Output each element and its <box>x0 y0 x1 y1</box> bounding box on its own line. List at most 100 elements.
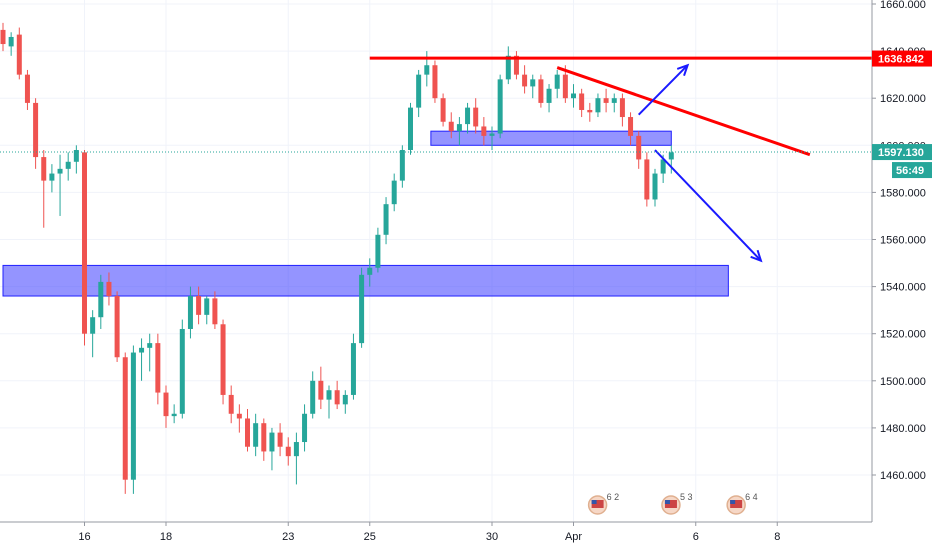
projection-arrow-head <box>750 249 763 263</box>
last-price-label: 1597.130 <box>878 147 924 159</box>
candle-body <box>73 150 79 162</box>
candle-body <box>562 74 568 99</box>
candle-body <box>383 204 389 235</box>
candle-body <box>424 65 430 75</box>
price-axis-label: 1520.000 <box>880 329 926 341</box>
price-axis-label: 1500.000 <box>880 376 926 388</box>
candle-body <box>122 357 128 480</box>
candle-body <box>587 109 593 113</box>
economic-event-icon[interactable]: 6 2 <box>587 492 620 515</box>
time-axis-label: 18 <box>160 531 172 543</box>
candle-body <box>98 281 104 318</box>
candle-body <box>212 298 218 325</box>
candle-body <box>82 152 87 334</box>
support-zone-rect <box>430 130 672 146</box>
candle-body <box>236 413 242 419</box>
candle-body <box>171 413 177 417</box>
support-zone-rect <box>2 264 729 297</box>
price-axis-label: 1580.000 <box>880 187 926 199</box>
us-flag-icon <box>664 500 677 508</box>
economic-event-icon[interactable]: 6 4 <box>726 492 758 515</box>
candle-body <box>342 394 348 405</box>
time-axis-label: 6 <box>693 531 699 543</box>
candle-body <box>660 159 666 174</box>
last-price-tag <box>872 144 932 161</box>
time-axis-label: Apr <box>565 531 582 543</box>
candle-body <box>571 93 576 99</box>
candle-body <box>619 98 625 118</box>
candle-body <box>375 234 381 268</box>
candle-body <box>644 159 650 200</box>
economic-event-icon[interactable]: 5 3 <box>661 492 693 515</box>
candle-body <box>456 124 462 132</box>
candle-body <box>310 380 316 414</box>
price-axis-label: 1480.000 <box>880 423 926 435</box>
candle-body <box>16 34 22 75</box>
candle-body <box>465 107 471 125</box>
candle-body <box>187 296 193 329</box>
candle-body <box>603 98 609 103</box>
candle-body <box>416 74 422 108</box>
us-flag-canton <box>664 500 670 504</box>
countdown-label: 56:49 <box>896 165 924 177</box>
candle-body <box>24 74 30 103</box>
price-axis-label: 1660.000 <box>880 0 926 11</box>
candle-body <box>473 107 479 127</box>
candle-body <box>204 298 210 315</box>
candle-body <box>130 352 136 480</box>
candle-body <box>408 107 413 151</box>
time-axis-label: 30 <box>486 531 498 543</box>
candle-body <box>628 117 634 136</box>
projection-arrow-head <box>676 63 690 76</box>
candle-body <box>440 98 446 122</box>
candle-body <box>359 274 365 344</box>
resistance-price-label: 1636.842 <box>878 54 924 66</box>
candle-body <box>155 343 161 393</box>
candle-body <box>196 296 202 315</box>
us-flag-canton <box>730 500 736 504</box>
candle-body <box>147 343 153 348</box>
us-flag-canton <box>591 500 597 504</box>
candle-body <box>399 150 405 181</box>
projection-arrow-shaft <box>654 149 762 262</box>
candle-body <box>106 281 112 297</box>
candle-body <box>579 93 585 110</box>
candle-body <box>253 423 259 447</box>
price-axis-label: 1460.000 <box>880 470 926 482</box>
candle-body <box>293 442 299 457</box>
candle-body <box>139 347 145 353</box>
candle-body <box>668 152 674 160</box>
candle-body <box>49 173 55 181</box>
time-axis-label: 8 <box>774 531 780 543</box>
candle-body <box>269 432 275 452</box>
time-axis-label: 23 <box>282 531 294 543</box>
candle-body <box>285 446 291 457</box>
candle-body <box>448 121 454 132</box>
price-axis-label: 1540.000 <box>880 282 926 294</box>
candle-body <box>530 79 536 87</box>
candle-body <box>57 168 63 174</box>
candle-body <box>163 392 169 417</box>
candle-body <box>302 413 308 443</box>
price-axis-label: 1620.000 <box>880 93 926 105</box>
candle-body <box>595 98 601 113</box>
candle-body <box>90 317 96 334</box>
time-axis-panel <box>0 522 932 550</box>
countdown-tag <box>892 162 932 179</box>
candle-body <box>8 36 14 47</box>
candle-body <box>367 267 373 275</box>
candle-body <box>611 98 617 103</box>
projection-arrow-shaft <box>637 64 689 116</box>
candle-body <box>114 296 120 358</box>
candle-body <box>391 180 397 205</box>
candle-body <box>350 343 356 395</box>
event-count-label: 6 4 <box>745 492 758 502</box>
candle-body <box>220 324 226 395</box>
candle-body <box>554 74 560 89</box>
candle-body <box>481 126 487 136</box>
candle-body <box>522 74 528 87</box>
candle-body <box>245 418 250 447</box>
candle-body <box>513 55 519 75</box>
